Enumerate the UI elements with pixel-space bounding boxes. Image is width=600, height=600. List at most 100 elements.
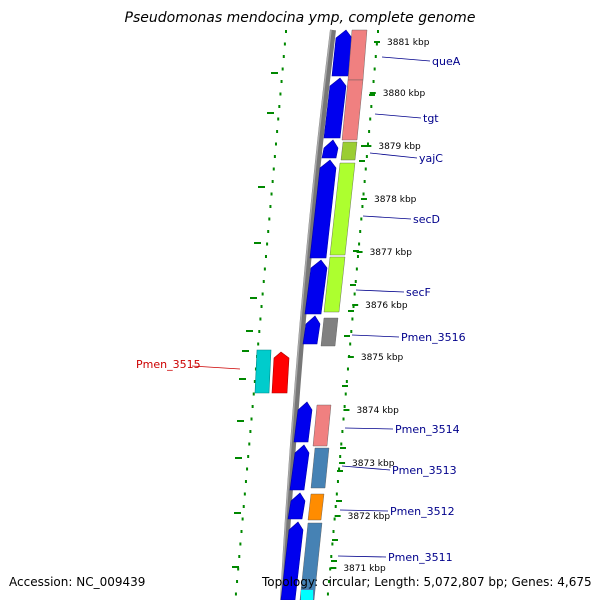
tick-label: 3874 kbp [356,406,399,416]
gc-dot [329,567,332,571]
gc-dot [336,480,339,483]
gc-dot [274,142,277,146]
tick-mark [365,145,372,147]
gc-dash [237,420,244,422]
gc-dot [349,342,352,346]
gc-dot [266,242,269,246]
leader-line [341,465,391,471]
gc-dash [246,330,253,332]
gc-dot [268,217,271,221]
gc-dot [341,430,344,433]
outer-gene-Pmen_3515 [271,351,290,394]
gc-dot [259,317,262,321]
cds-arrow [323,77,347,139]
leader-line [339,509,389,512]
gc-dot [258,330,261,333]
tick-mark [356,251,363,253]
gc-dot [242,505,245,508]
tick-label: 3880 kbp [383,89,426,99]
leader-line [344,427,394,430]
gc-dash [336,500,342,502]
gc-dot [338,467,341,471]
backbone-shine [280,29,332,600]
gc-dash [337,470,343,472]
gene-label-Pmen_3514: Pmen_3514 [395,423,460,436]
gc-dot [350,330,353,333]
leader-line [191,365,241,370]
gc-dot [345,380,348,383]
kbp-ticks: 3881 kbp 3880 kbp 3879 kbp 3878 kbp 3877 kbp… [330,38,430,574]
gc-dot [356,255,359,258]
gc-dot [363,180,366,183]
tick-label: 3876 kbp [365,301,408,311]
tick-label: 3872 kbp [348,512,391,522]
gc-dash [234,512,241,514]
feature-Pmen_3514 [312,404,332,447]
gc-dot [278,105,281,108]
cds-arrow [304,259,328,315]
cds-arrow [302,315,321,345]
gc-dot [280,80,283,83]
cds-arrow [309,159,337,259]
gc-dash [331,560,337,562]
gc-dot [374,55,377,58]
gc-dot [246,467,249,471]
gc-dash [361,145,367,147]
gc-dot [326,592,329,596]
leader-line [362,215,412,220]
gc-dot [365,155,368,158]
gene-label-Pmen_3511: Pmen_3511 [388,551,453,564]
leader-line [351,334,400,338]
gc-dot [375,42,378,46]
gc-dot [343,405,346,408]
gc-dot [249,430,252,433]
tick-mark [330,567,337,569]
tick-mark [334,515,341,517]
feature-Pmen_3512 [307,493,325,521]
gc-skew-track [232,30,379,596]
gc-dot [339,455,342,458]
gc-dot [366,142,369,146]
gc-dash [250,297,257,299]
leader-line [374,113,422,119]
gc-dot [273,155,276,158]
feature-yajC [340,141,358,161]
tick-label: 3881 kbp [387,38,430,48]
gc-dot [250,417,253,421]
gc-dash [348,310,354,312]
tick-mark [339,462,346,464]
gc-dash [344,335,350,337]
cds-arrow [321,139,339,159]
gc-dot [359,230,362,233]
gc-dot [362,192,365,196]
gc-dot [260,305,263,308]
tick-label: 3875 kbp [361,353,404,363]
gc-dot [334,505,337,508]
gc-dot [364,167,367,171]
tick-label: 3878 kbp [374,195,417,205]
cds-track [280,29,353,600]
gene-label-Pmen_3515: Pmen_3515 [136,358,201,371]
gc-dash [342,385,348,387]
cds-arrow [287,492,306,520]
gc-dot [269,205,272,208]
gc-dot [271,180,274,183]
gc-dot [252,392,255,396]
cds-arrow [280,521,304,600]
gene-label-Pmen_3516: Pmen_3516 [401,331,466,344]
gc-dot [351,317,354,321]
gc-dot [353,292,356,296]
leader-line [355,289,405,293]
gc-dot [234,592,237,596]
gc-dash [232,566,239,568]
gc-dash [254,242,261,244]
leader-line [381,56,431,62]
gc-dash [340,447,346,449]
gc-dot [285,30,287,33]
gc-dash [258,186,265,188]
gene-label-tgt: tgt [423,112,439,125]
gene-label-Pmen_3513: Pmen_3513 [392,464,457,477]
gc-dot [272,167,275,171]
feature-Pmen_3511 [299,522,323,600]
